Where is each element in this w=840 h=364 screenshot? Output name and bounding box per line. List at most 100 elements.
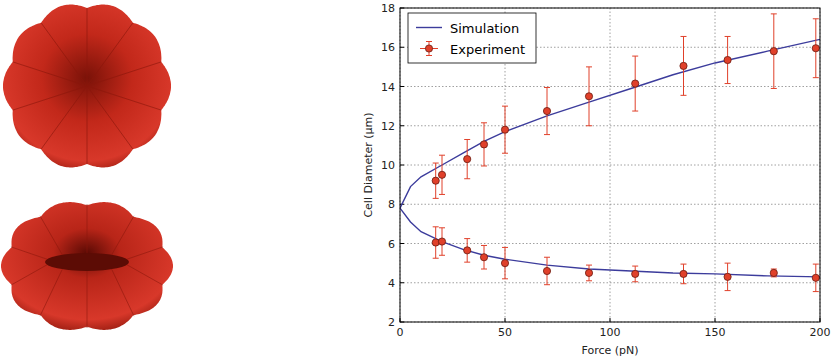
error-bar	[481, 245, 487, 269]
experiment-point	[501, 126, 508, 133]
cell-fold	[41, 23, 87, 86]
error-bar	[771, 269, 777, 277]
error-bar	[433, 227, 439, 258]
experiment-point	[585, 269, 592, 276]
error-bar	[725, 263, 731, 290]
error-bar	[586, 265, 592, 281]
experiment-point	[770, 269, 777, 276]
cell-fold	[127, 247, 163, 259]
grid	[400, 8, 820, 322]
grid-line-y	[400, 243, 820, 244]
x-tick-label: 200	[810, 326, 831, 339]
cell-fold	[87, 8, 88, 86]
legend-label: Simulation	[450, 21, 519, 36]
experiment-point	[464, 247, 471, 254]
x-tick-label: 0	[397, 326, 404, 339]
error-bar	[464, 239, 470, 263]
error-bar	[681, 264, 687, 284]
experiment-point	[812, 45, 819, 52]
grid-line-y	[400, 125, 820, 126]
experiment-point	[632, 270, 639, 277]
y-tick-label: 6	[388, 238, 395, 251]
simulation-line	[400, 39, 820, 276]
cell-fold	[127, 265, 163, 285]
error-bar	[632, 266, 638, 282]
grid-line-y	[400, 86, 820, 87]
error-bar	[502, 106, 508, 153]
x-tick-label: 100	[600, 326, 621, 339]
y-tick-label: 4	[388, 277, 395, 290]
x-tick	[505, 318, 506, 322]
experiment-point	[464, 156, 471, 163]
experiment-point	[438, 171, 445, 178]
grid-line-y	[400, 282, 820, 283]
experiment-point	[543, 107, 550, 114]
error-bar	[813, 19, 819, 78]
experiment-point	[438, 238, 445, 245]
y-tick-label: 2	[388, 316, 395, 329]
cell-fold	[87, 62, 161, 86]
experiment-point	[724, 273, 731, 280]
cell-fold	[112, 216, 134, 255]
y-tick	[400, 282, 404, 283]
error-bar	[544, 257, 550, 284]
x-tick-label: 150	[705, 326, 726, 339]
experiment-point	[812, 274, 819, 281]
legend-box	[408, 13, 536, 63]
x-axis-title: Force (pN)	[581, 344, 638, 357]
experiment-point	[724, 56, 731, 63]
y-tick	[400, 243, 404, 244]
error-bar	[771, 14, 777, 89]
cell-fold	[11, 247, 47, 259]
legend: Simulation Experiment	[408, 13, 536, 63]
cell-fold	[87, 23, 133, 86]
experiment-point	[585, 93, 592, 100]
experiment-point	[432, 177, 439, 184]
y-tick-label: 14	[381, 81, 395, 94]
experiment-point	[680, 62, 687, 69]
y-tick-label: 12	[381, 120, 395, 133]
x-tick	[715, 318, 716, 322]
experiment-point	[632, 80, 639, 87]
error-bar	[502, 247, 508, 278]
y-tick-label: 18	[381, 2, 395, 15]
y-tick	[400, 47, 404, 48]
legend-swatch	[416, 27, 442, 28]
grid-line-y	[400, 165, 820, 166]
legend-label: Experiment	[450, 42, 525, 57]
cell-fold	[11, 265, 47, 285]
cell-fold	[13, 86, 87, 110]
x-tick-label: 50	[498, 326, 512, 339]
experiment-point	[680, 270, 687, 277]
x-tick	[610, 318, 611, 322]
error-bar	[464, 139, 470, 178]
cell-fold	[41, 86, 87, 149]
error-bar	[439, 155, 445, 194]
y-tick	[400, 165, 404, 166]
error-bar	[481, 123, 487, 166]
y-axis-title: Cell Diameter (μm)	[362, 112, 375, 217]
cell-fold	[87, 271, 88, 328]
legend-swatch	[420, 42, 438, 56]
experiment-point	[480, 254, 487, 261]
y-tick-label: 16	[381, 41, 395, 54]
grid-line-y	[400, 204, 820, 205]
y-tick-label: 8	[388, 198, 395, 211]
cell-side-view	[1, 202, 173, 330]
axes: 0 50 100 150 200 2 4 6 8 10 12 14 16 18 Force (pN) Cell…	[362, 2, 831, 357]
cell-dimple	[45, 253, 129, 271]
legend-swatch	[425, 45, 432, 52]
cell-fold	[40, 269, 62, 316]
y-tick-label: 10	[381, 159, 395, 172]
figure: 0 50 100 150 200 2 4 6 8 10 12 14 16 18 Force (pN) Cell…	[0, 0, 840, 364]
error-bar	[813, 264, 819, 291]
error-bar	[586, 67, 592, 126]
cell-fold	[87, 204, 88, 253]
error-bar	[632, 56, 638, 111]
experiment-point	[770, 48, 777, 55]
cell-renders	[1, 5, 173, 330]
plot-frame	[400, 8, 820, 322]
cell-top-view	[3, 5, 171, 168]
experiment-point	[501, 260, 508, 267]
error-bar	[433, 163, 439, 198]
